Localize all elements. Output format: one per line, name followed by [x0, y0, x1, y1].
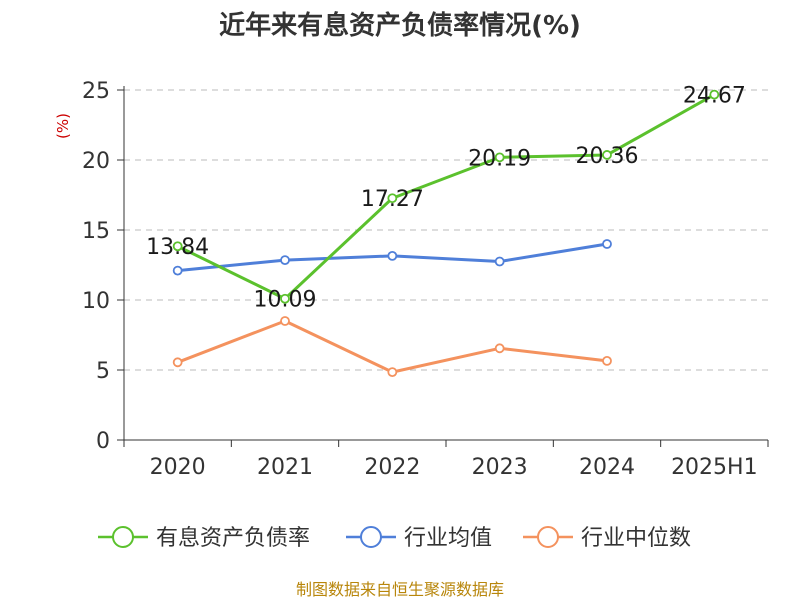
data-point	[602, 239, 612, 249]
data-point	[602, 355, 612, 366]
data-point	[172, 265, 183, 276]
x-tick-label: 2024	[579, 455, 635, 480]
data-point	[280, 255, 290, 266]
series-2	[172, 239, 612, 276]
gridlines	[124, 89, 768, 371]
data-point	[494, 152, 505, 163]
y-tick-label: 25	[82, 79, 110, 104]
x-tick-label: 2023	[472, 455, 528, 480]
data-point	[387, 193, 398, 204]
data-label: 17.27	[361, 187, 424, 212]
x-tick-label: 2022	[364, 455, 420, 480]
data-point	[172, 241, 183, 252]
data-point	[494, 343, 505, 354]
y-axis-unit: (%)	[54, 113, 72, 139]
data-point	[280, 293, 290, 304]
x-tick-label: 2020	[150, 455, 206, 480]
data-point	[280, 316, 290, 326]
series-3	[172, 316, 612, 378]
y-tick-label: 5	[96, 359, 110, 384]
x-tick-label: 2021	[257, 455, 313, 480]
data-label: 13.84	[146, 235, 209, 260]
series-line	[177, 319, 608, 374]
legend-marker	[112, 526, 134, 548]
legend-item-1[interactable]: 有息资产负债率	[98, 526, 310, 551]
data-label: 20.19	[468, 146, 531, 171]
series-line	[177, 93, 716, 301]
legend-label: 行业中位数	[581, 526, 691, 551]
series-group: 13.84 10.09 17.27 20.19 20.36 24.67	[146, 84, 746, 378]
legend-label: 有息资产负债率	[156, 526, 310, 551]
data-point	[494, 256, 505, 267]
legend[interactable]: 有息资产负债率 行业均值 行业中位数	[98, 526, 691, 551]
y-tick-label: 15	[82, 219, 110, 244]
data-point	[172, 357, 183, 368]
data-point	[387, 250, 398, 261]
data-label: 10.09	[254, 288, 317, 313]
legend-item-3[interactable]: 行业中位数	[523, 526, 691, 551]
data-label: 20.36	[576, 144, 639, 169]
y-tick-label: 10	[82, 289, 110, 314]
data-point	[387, 367, 398, 378]
x-tick-label: 2025H1	[671, 455, 758, 480]
chart-title: 近年来有息资产负债率情况(%)	[219, 10, 581, 41]
data-point	[602, 150, 612, 160]
y-tick-label: 20	[82, 149, 110, 174]
axes: 0 5 10 15 20 25 2020 2021 2022 2023 2024 2025H1	[82, 79, 769, 480]
data-label: 24.67	[683, 84, 746, 109]
legend-label: 行业均值	[404, 526, 492, 551]
legend-marker	[360, 526, 382, 548]
legend-marker	[537, 526, 559, 548]
series-1: 13.84 10.09 17.27 20.19 20.36 24.67	[146, 84, 746, 313]
legend-item-2[interactable]: 行业均值	[346, 526, 492, 551]
data-point	[709, 89, 720, 100]
y-tick-label: 0	[96, 429, 110, 454]
data-source-note: 制图数据来自恒生聚源数据库	[296, 580, 504, 599]
